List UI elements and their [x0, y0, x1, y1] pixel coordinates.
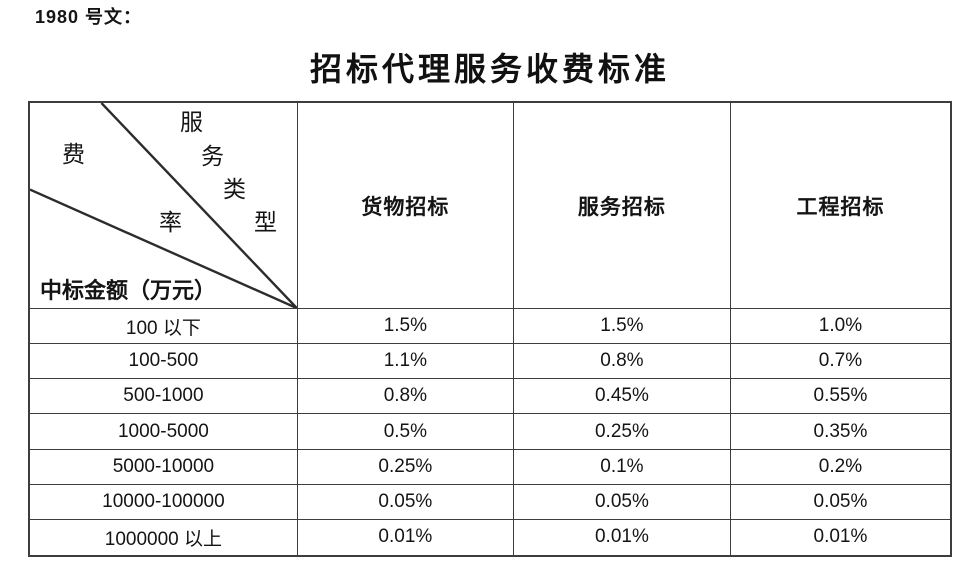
diagonal-lines: [30, 103, 297, 309]
range-cell: 1000000 以上: [30, 519, 298, 555]
fee-rate-char: 率: [159, 210, 182, 235]
service-type-char: 务: [201, 144, 224, 169]
doc-number-label: 1980 号文：: [35, 7, 143, 27]
rate-cell: 1.5%: [513, 309, 731, 345]
rate-cell: 0.25%: [513, 414, 731, 450]
rate-cell: 0.5%: [297, 414, 514, 450]
service-type-char: 型: [254, 210, 277, 235]
rate-cell: 0.35%: [730, 414, 950, 450]
service-type-char: 服: [180, 110, 203, 135]
rate-cell: 0.2%: [730, 450, 950, 485]
rate-cell: 0.01%: [514, 519, 731, 555]
column-header-engineering: 工程招标: [730, 103, 950, 310]
rate-cell: 0.45%: [513, 379, 731, 415]
range-cell: 100 以下: [30, 309, 298, 345]
rate-cell: 0.55%: [730, 379, 950, 415]
rate-cell: 0.01%: [298, 519, 514, 555]
column-header-goods: 货物招标: [297, 103, 514, 310]
column-header-service: 服务招标: [513, 103, 731, 310]
rate-cell: 0.05%: [297, 484, 514, 520]
diagonal-header-cell: 服 务 类 型 费 率 中标金额（万元）: [30, 103, 298, 310]
rate-cell: 1.0%: [730, 309, 950, 345]
range-cell: 500-1000: [30, 379, 298, 415]
rate-cell: 1.5%: [297, 309, 514, 345]
rate-cell: 1.1%: [297, 344, 514, 380]
range-cell: 1000-5000: [30, 414, 298, 450]
page-title: 招标代理服务收费标准: [309, 51, 670, 87]
rate-cell: 0.05%: [513, 484, 731, 520]
range-cell: 100-500: [30, 344, 298, 380]
amount-axis-label: 中标金额（万元）: [40, 278, 217, 303]
fee-rate-char: 费: [62, 142, 85, 167]
rate-cell: 0.8%: [297, 379, 514, 415]
rate-cell: 0.1%: [513, 449, 731, 485]
range-cell: 10000-100000: [30, 484, 298, 520]
range-cell: 5000-10000: [30, 449, 298, 485]
rate-cell: 0.25%: [297, 449, 514, 485]
rate-cell: 0.05%: [730, 485, 950, 520]
rate-cell: 0.01%: [813, 526, 868, 548]
service-type-char: 类: [223, 177, 246, 202]
rate-cell: 0.7%: [730, 344, 950, 380]
fee-standard-table: 服 务 类 型 费 率 中标金额（万元） 货物招标 服务招标 工程招标 100 …: [28, 101, 952, 557]
rate-cell: 0.8%: [513, 344, 731, 380]
